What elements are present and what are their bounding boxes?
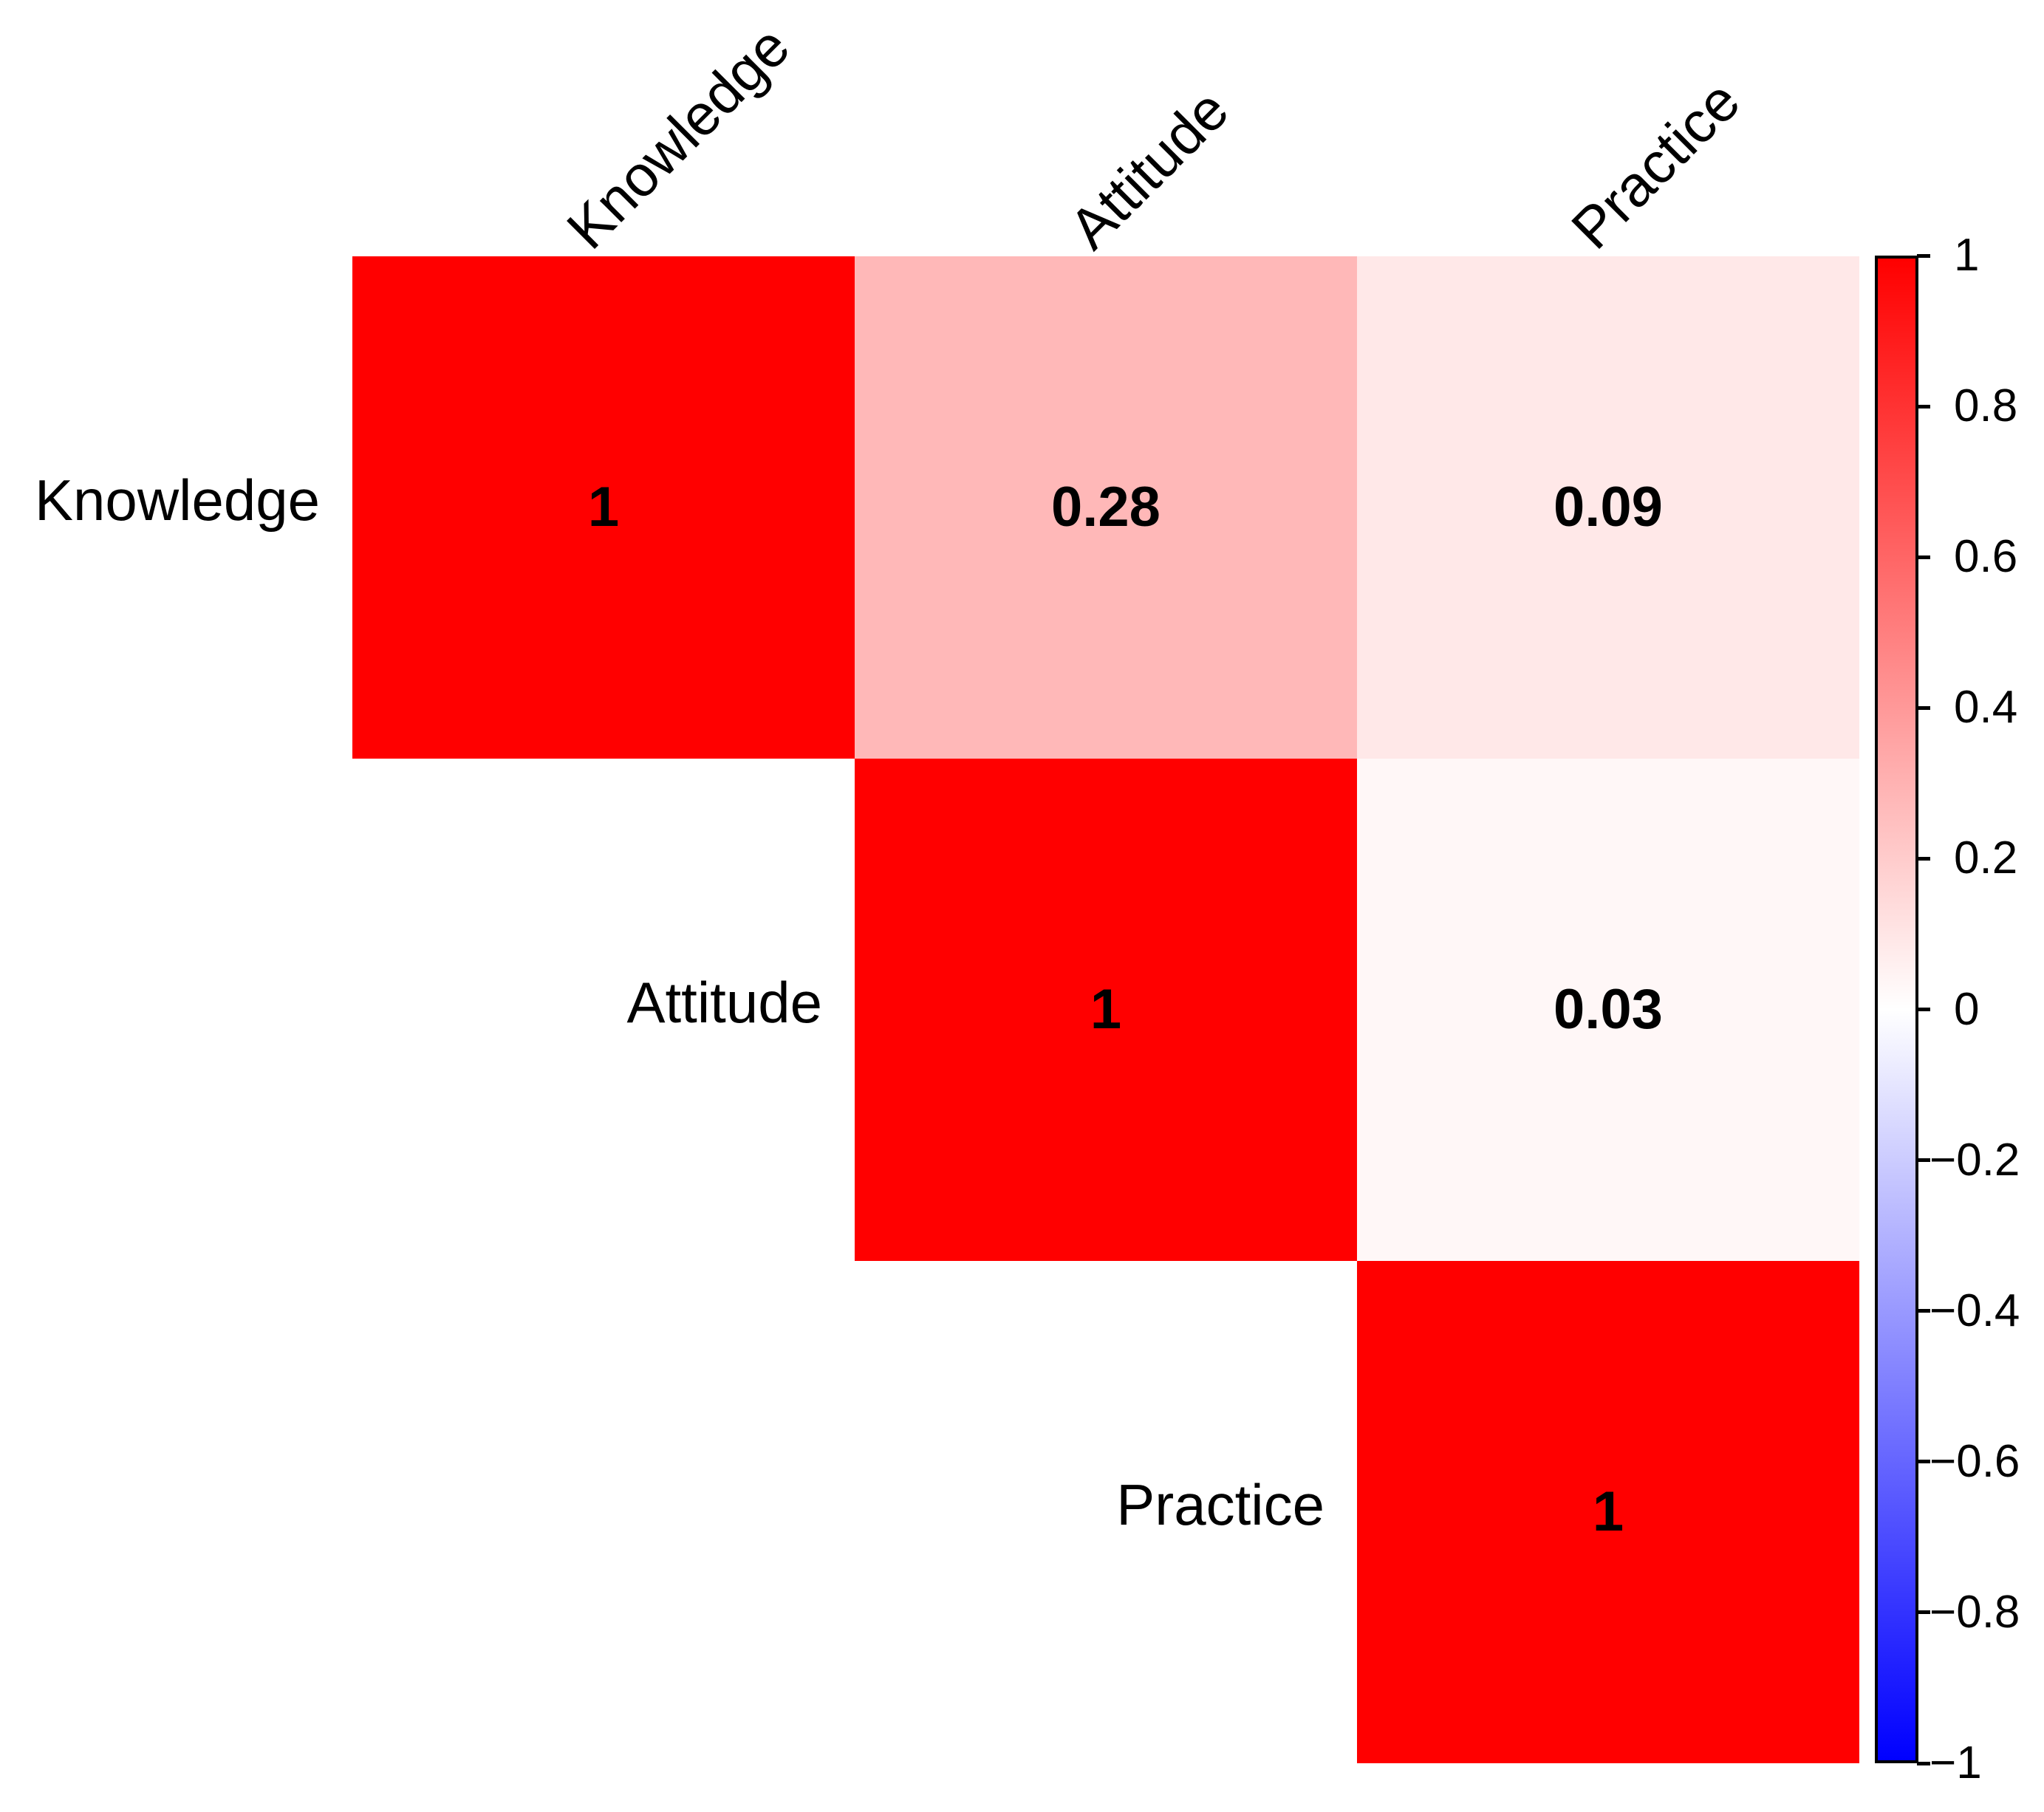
colorbar-tick-label: −0.8 [1930, 1586, 2020, 1638]
cell-value: 0.28 [1051, 476, 1161, 539]
colorbar-tick-label: −0.2 [1930, 1134, 2020, 1186]
row-label-knowledge: Knowledge [35, 467, 320, 533]
heatmap-cell-attitude-attitude: 1 [855, 759, 1357, 1261]
colorbar-tick-label: 0.8 [1954, 380, 2018, 432]
cell-value: 1 [587, 476, 620, 539]
colorbar-tick-mark [1917, 555, 1930, 559]
colorbar-tick-label: 0.4 [1954, 682, 2018, 734]
colorbar-tick-mark [1917, 705, 1930, 710]
heatmap-cell-knowledge-practice: 0.09 [1357, 256, 1859, 759]
colorbar-tick-mark [1917, 856, 1930, 861]
colorbar-tick-mark [1917, 404, 1930, 408]
heatmap-cell-knowledge-knowledge: 1 [352, 256, 855, 759]
colorbar-tick-mark [1917, 253, 1930, 258]
colorbar-tick-mark [1917, 1158, 1930, 1163]
cell-value: 0.09 [1553, 476, 1663, 539]
colorbar-tick-label: −1 [1930, 1737, 1982, 1788]
colorbar-tick-mark [1917, 1610, 1930, 1615]
colorbar-tick-mark [1917, 1460, 1930, 1464]
colorbar-tick-mark [1917, 1309, 1930, 1313]
heatmap-cell-attitude-practice: 0.03 [1357, 759, 1859, 1261]
colorbar-tick-label: 1 [1954, 230, 1980, 281]
colorbar-tick-label: 0 [1954, 983, 1980, 1035]
cell-value: 0.03 [1553, 978, 1663, 1041]
column-header-knowledge: Knowledge [554, 13, 802, 261]
colorbar-tick-label: 0.6 [1954, 531, 2018, 583]
colorbar-tick-label: 0.2 [1954, 833, 2018, 884]
cell-value: 1 [1090, 978, 1122, 1041]
colorbar-tick-mark [1917, 1761, 1930, 1765]
colorbar [1875, 256, 1918, 1763]
cell-value: 1 [1592, 1480, 1624, 1543]
colorbar-tick-mark [1917, 1008, 1930, 1011]
colorbar-tick-label: −0.6 [1930, 1435, 2020, 1487]
heatmap-cell-knowledge-attitude: 0.28 [855, 256, 1357, 759]
row-label-attitude: Attitude [626, 969, 822, 1035]
colorbar-tick-label: −0.4 [1930, 1285, 2020, 1336]
column-header-practice: Practice [1559, 68, 1752, 261]
column-header-attitude: Attitude [1056, 77, 1241, 261]
row-label-practice: Practice [1116, 1471, 1325, 1537]
heatmap-cell-practice-practice: 1 [1357, 1261, 1859, 1763]
